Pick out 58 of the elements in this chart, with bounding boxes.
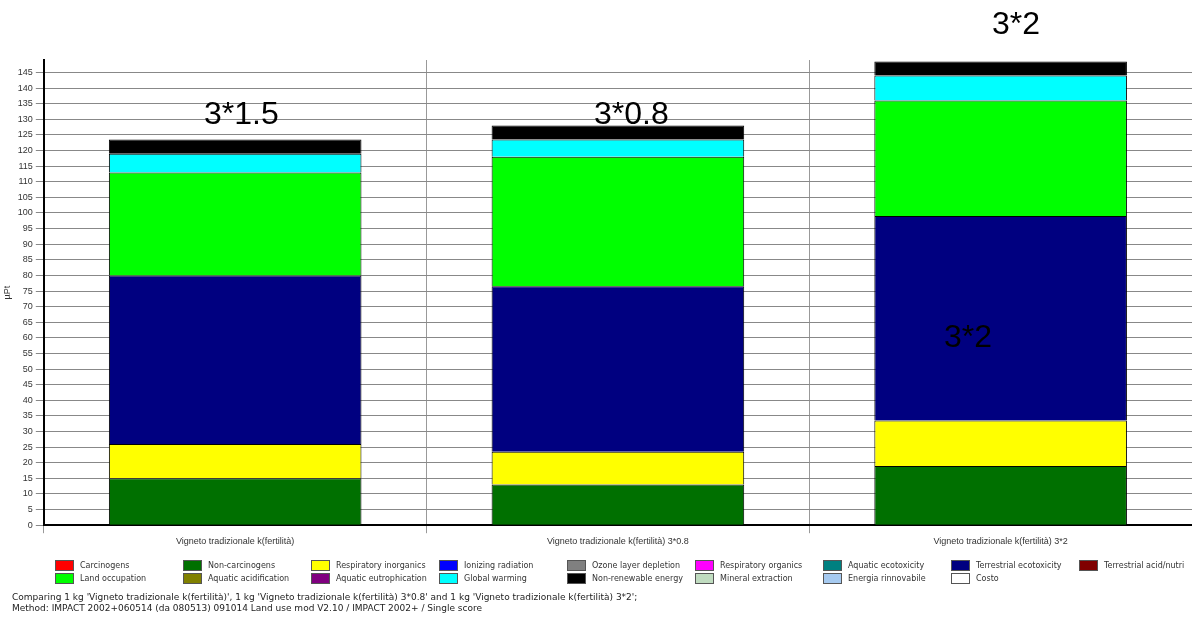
y-tick-label: 130: [17, 113, 33, 124]
x-tick-label: Vigneto tradizionale k(fertilità): [175, 536, 295, 547]
y-tick-label: 105: [17, 191, 33, 202]
y-tick-label: 5: [27, 504, 33, 515]
y-tick-label: 75: [22, 285, 33, 296]
text: 3*2: [992, 5, 1041, 41]
legend-label: Respiratory organics: [720, 561, 803, 570]
y-tick-label: 10: [22, 488, 33, 499]
y-tick-label: 0: [27, 519, 33, 530]
y-tick-label: 115: [18, 160, 33, 171]
y-tick-label: 100: [17, 207, 33, 218]
legend-label: Mineral extraction: [720, 574, 793, 583]
y-tick-label: 120: [17, 145, 33, 156]
legend-label: Energia rinnovabile: [848, 574, 926, 583]
text: Method: IMPACT 2002+060514 (da 080513) 091014 Land use mod V2.10 / IMPACT 2002+ / Single score: [12, 603, 483, 614]
legend-label: Respiratory inorganics: [336, 561, 426, 570]
legend-label: Land occupation: [80, 574, 147, 583]
text: Comparing 1 kg 'Vigneto tradizionale k(fertilità)', 1 kg 'Vigneto tradizionale k(fertilità) 3*0.8' and 1 kg 'Vigneto tradizionale k(fertilità) 3*2';: [12, 592, 638, 603]
y-tick-label: 140: [17, 82, 33, 93]
y-tick-label: 85: [22, 254, 33, 265]
legend-label: Terrestrial acid/nutri: [1104, 561, 1185, 570]
y-tick-label: 40: [22, 394, 33, 405]
y-tick-label: 60: [22, 332, 33, 343]
y-tick-label: 20: [22, 457, 33, 468]
legend-label: Global warming: [464, 574, 527, 583]
annotation: 3*1.5: [204, 95, 279, 131]
legend-label: Carcinogens: [80, 561, 130, 570]
legend-label: Non-carcinogens: [208, 561, 276, 570]
legend-label: Aquatic ecotoxicity: [848, 561, 925, 570]
legend-label: Costo: [976, 574, 999, 583]
y-tick-label: 90: [22, 238, 33, 249]
y-tick-label: 70: [22, 301, 33, 312]
y-tick-label: 55: [22, 347, 33, 358]
legend-label: Ozone layer depletion: [592, 561, 681, 570]
y-tick-label: 30: [22, 426, 33, 437]
y-tick-label: 65: [22, 316, 33, 327]
legend-label: Ionizing radiation: [464, 561, 534, 570]
y-tick-label: 45: [22, 379, 33, 390]
x-tick-label: Vigneto tradizionale k(fertilità) 3*2: [933, 536, 1068, 547]
legend-label: Non-renewable energy: [592, 574, 683, 583]
y-tick-label: 25: [22, 441, 33, 452]
y-tick-label: 135: [17, 98, 33, 109]
y-tick-label: 50: [22, 363, 33, 374]
x-tick-label: Vigneto tradizionale k(fertilità) 3*0.8: [546, 536, 689, 547]
y-axis-title: µPt: [1, 285, 12, 300]
y-tick-label: 125: [17, 129, 33, 140]
y-tick-label: 110: [18, 176, 33, 187]
legend-label: Aquatic eutrophication: [336, 574, 427, 583]
y-tick-label: 80: [22, 269, 33, 280]
bar: [874, 61, 1127, 76]
annotation: 3*2: [944, 318, 993, 354]
y-tick-label: 145: [17, 66, 33, 77]
legend-label: Aquatic acidification: [208, 574, 290, 583]
y-tick-label: 35: [22, 410, 33, 421]
legend-label: Terrestrial ecotoxicity: [976, 561, 1062, 570]
y-tick-label: 95: [22, 223, 33, 234]
y-tick-label: 15: [22, 472, 33, 483]
annotation: 3*0.8: [594, 95, 669, 131]
